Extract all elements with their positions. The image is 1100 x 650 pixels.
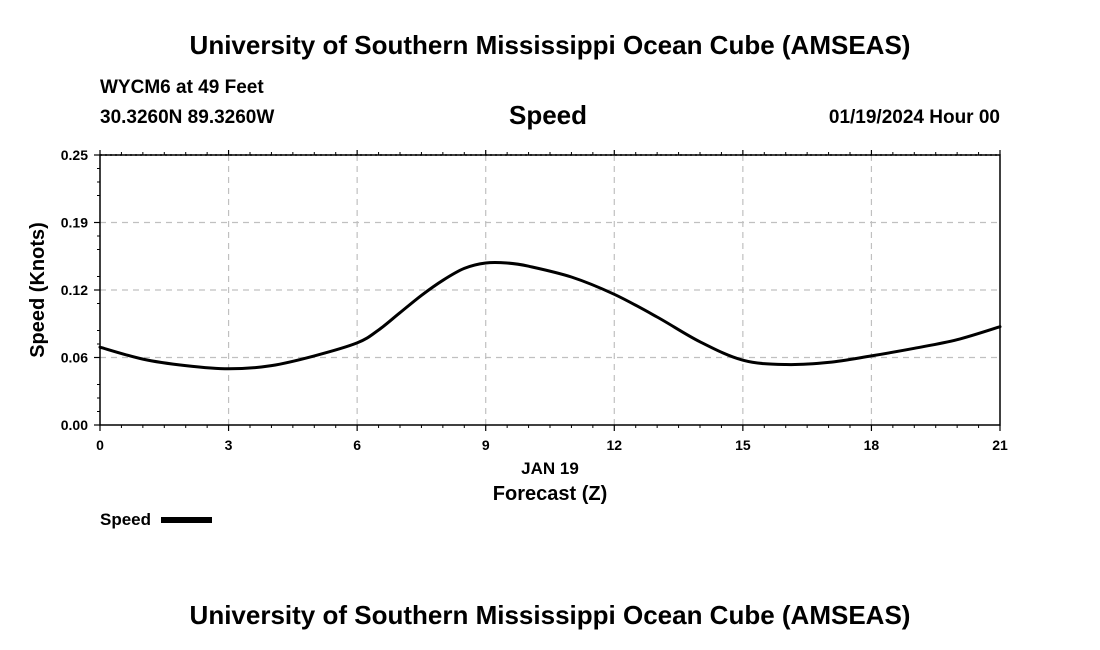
bottom-title: University of Southern Mississippi Ocean… — [189, 600, 911, 630]
x-tick-label: 3 — [225, 437, 233, 453]
y-tick-label: 0.06 — [61, 350, 88, 366]
chart-title: Speed — [509, 100, 588, 130]
speed-series-line — [98, 260, 1002, 371]
chart-ticks — [94, 150, 1001, 431]
chart-grid — [100, 154, 1000, 425]
x-tick-label: 18 — [864, 437, 880, 453]
legend-label: Speed — [100, 510, 152, 529]
x-tick-label: 9 — [482, 437, 490, 453]
y-tick-label: 0.25 — [61, 147, 88, 163]
x-tick-label: 0 — [96, 437, 104, 453]
x-tick-label: 21 — [992, 437, 1008, 453]
x-axis-title: Forecast (Z) — [493, 483, 607, 505]
y-axis-title: Speed (Knots) — [27, 222, 49, 358]
y-tick-labels: 0.00 0.06 0.12 0.19 0.25 — [61, 147, 88, 433]
x-tick-label: 12 — [606, 437, 622, 453]
x-tick-labels: 0 3 6 9 12 15 18 21 — [96, 437, 1008, 453]
coordinates-label: 30.3260N 89.3260W — [100, 107, 275, 128]
y-tick-label: 0.12 — [61, 282, 88, 298]
station-label: WYCM6 at 49 Feet — [100, 77, 264, 98]
legend-swatch — [161, 517, 212, 523]
x-axis-date-label: JAN 19 — [521, 459, 579, 478]
y-tick-label: 0.00 — [61, 417, 88, 433]
y-tick-label: 0.19 — [61, 215, 88, 231]
top-title: University of Southern Mississippi Ocean… — [189, 30, 911, 60]
x-tick-label: 6 — [353, 437, 361, 453]
datetime-label: 01/19/2024 Hour 00 — [828, 107, 1000, 128]
x-tick-label: 15 — [735, 437, 751, 453]
